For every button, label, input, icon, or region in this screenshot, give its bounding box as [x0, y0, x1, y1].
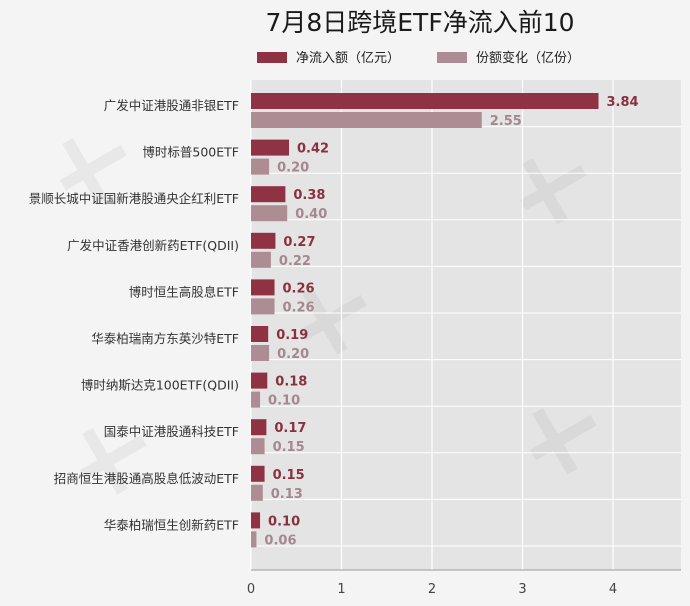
value-label-share-change: 0.13: [271, 487, 303, 502]
value-label-net-inflow: 0.38: [293, 188, 325, 203]
legend-label-share-change: 份额变化（亿份）: [476, 50, 580, 66]
x-tick-label: 1: [337, 582, 345, 597]
bar-share-change: [251, 391, 261, 408]
chart-title: 7月8日跨境ETF净流入前10: [265, 8, 574, 37]
category-label: 景顺长城中证国新港股通央企红利ETF: [29, 191, 239, 206]
bar-share-change: [251, 158, 270, 175]
value-label-share-change: 0.20: [277, 347, 309, 362]
bar-share-change: [251, 345, 270, 361]
bar-share-change: [251, 298, 275, 315]
value-label-net-inflow: 0.15: [273, 468, 305, 483]
value-label-share-change: 2.55: [490, 114, 522, 129]
value-label-net-inflow: 0.27: [283, 235, 315, 250]
bar-net-inflow: [251, 372, 268, 389]
value-label-net-inflow: 0.19: [276, 328, 308, 343]
bar-share-change: [251, 438, 265, 455]
category-labels: 广发中证港股通非银ETF 博时标普500ETF 景顺长城中证国新港股通央企红利ETF…: [29, 98, 239, 532]
watermark: [59, 138, 597, 495]
grid-lines: [250, 80, 681, 570]
plot-area: [251, 80, 681, 570]
category-label: 博时标普500ETF: [142, 145, 239, 160]
category-label: 招商恒生港股通高股息低波动ETF: [54, 471, 239, 486]
value-label-share-change: 0.06: [264, 533, 296, 548]
value-label-net-inflow: 0.42: [297, 142, 329, 157]
x-tick-label: 4: [609, 582, 617, 597]
legend-label-net-inflow: 净流入额（亿元）: [296, 51, 400, 66]
bar-net-inflow: [251, 279, 275, 296]
value-label-share-change: 0.40: [295, 207, 327, 222]
bar-share-change: [251, 112, 482, 128]
bar-share-change: [251, 251, 271, 268]
category-label: 博时恒生高股息ETF: [129, 284, 239, 299]
value-label-share-change: 0.15: [273, 440, 305, 455]
bar-net-inflow: [251, 419, 267, 436]
bar-share-change: [251, 205, 288, 222]
bar-net-inflow: [251, 465, 265, 482]
bar-share-change: [251, 484, 263, 501]
x-tick-label: 0: [247, 582, 255, 597]
value-label-share-change: 0.22: [279, 254, 311, 269]
bar-net-inflow: [251, 232, 276, 249]
category-label: 广发中证香港创新药ETF(QDII): [67, 238, 239, 253]
x-tick-label: 2: [428, 582, 436, 597]
bars: [251, 93, 599, 548]
bar-net-inflow: [251, 139, 290, 156]
value-label-net-inflow: 0.17: [274, 421, 306, 436]
bar-net-inflow: [251, 93, 599, 109]
value-label-net-inflow: 0.18: [275, 375, 307, 390]
value-label-share-change: 0.20: [277, 161, 309, 176]
value-label-share-change: 0.10: [268, 394, 300, 409]
category-label: 国泰中证港股通科技ETF: [104, 424, 239, 439]
value-label-net-inflow: 3.84: [607, 95, 639, 110]
bar-net-inflow: [251, 326, 269, 342]
category-label: 华泰柏瑞恒生创新药ETF: [104, 517, 239, 532]
value-label-share-change: 0.26: [283, 300, 315, 315]
legend-swatch-share-change: [437, 52, 467, 63]
bar-net-inflow: [251, 186, 286, 203]
category-label: 博时纳斯达克100ETF(QDII): [81, 378, 239, 393]
x-axis-ticks: 0 1 2 3 4: [247, 582, 617, 597]
category-label: 华泰柏瑞南方东英沙特ETF: [91, 331, 239, 346]
bar-share-change: [251, 531, 257, 548]
value-labels: 3.84 2.55 0.42 0.20 0.38 0.40 0.27 0.22 0.26 0.26…: [264, 95, 638, 548]
category-label: 广发中证港股通非银ETF: [104, 98, 239, 113]
value-label-net-inflow: 0.10: [268, 514, 300, 529]
value-label-net-inflow: 0.26: [283, 281, 315, 296]
x-tick-label: 3: [518, 582, 526, 597]
legend-swatch-net-inflow: [257, 52, 287, 63]
bar-net-inflow: [251, 512, 261, 529]
legend: 净流入额（亿元） 份额变化（亿份）: [257, 50, 580, 66]
